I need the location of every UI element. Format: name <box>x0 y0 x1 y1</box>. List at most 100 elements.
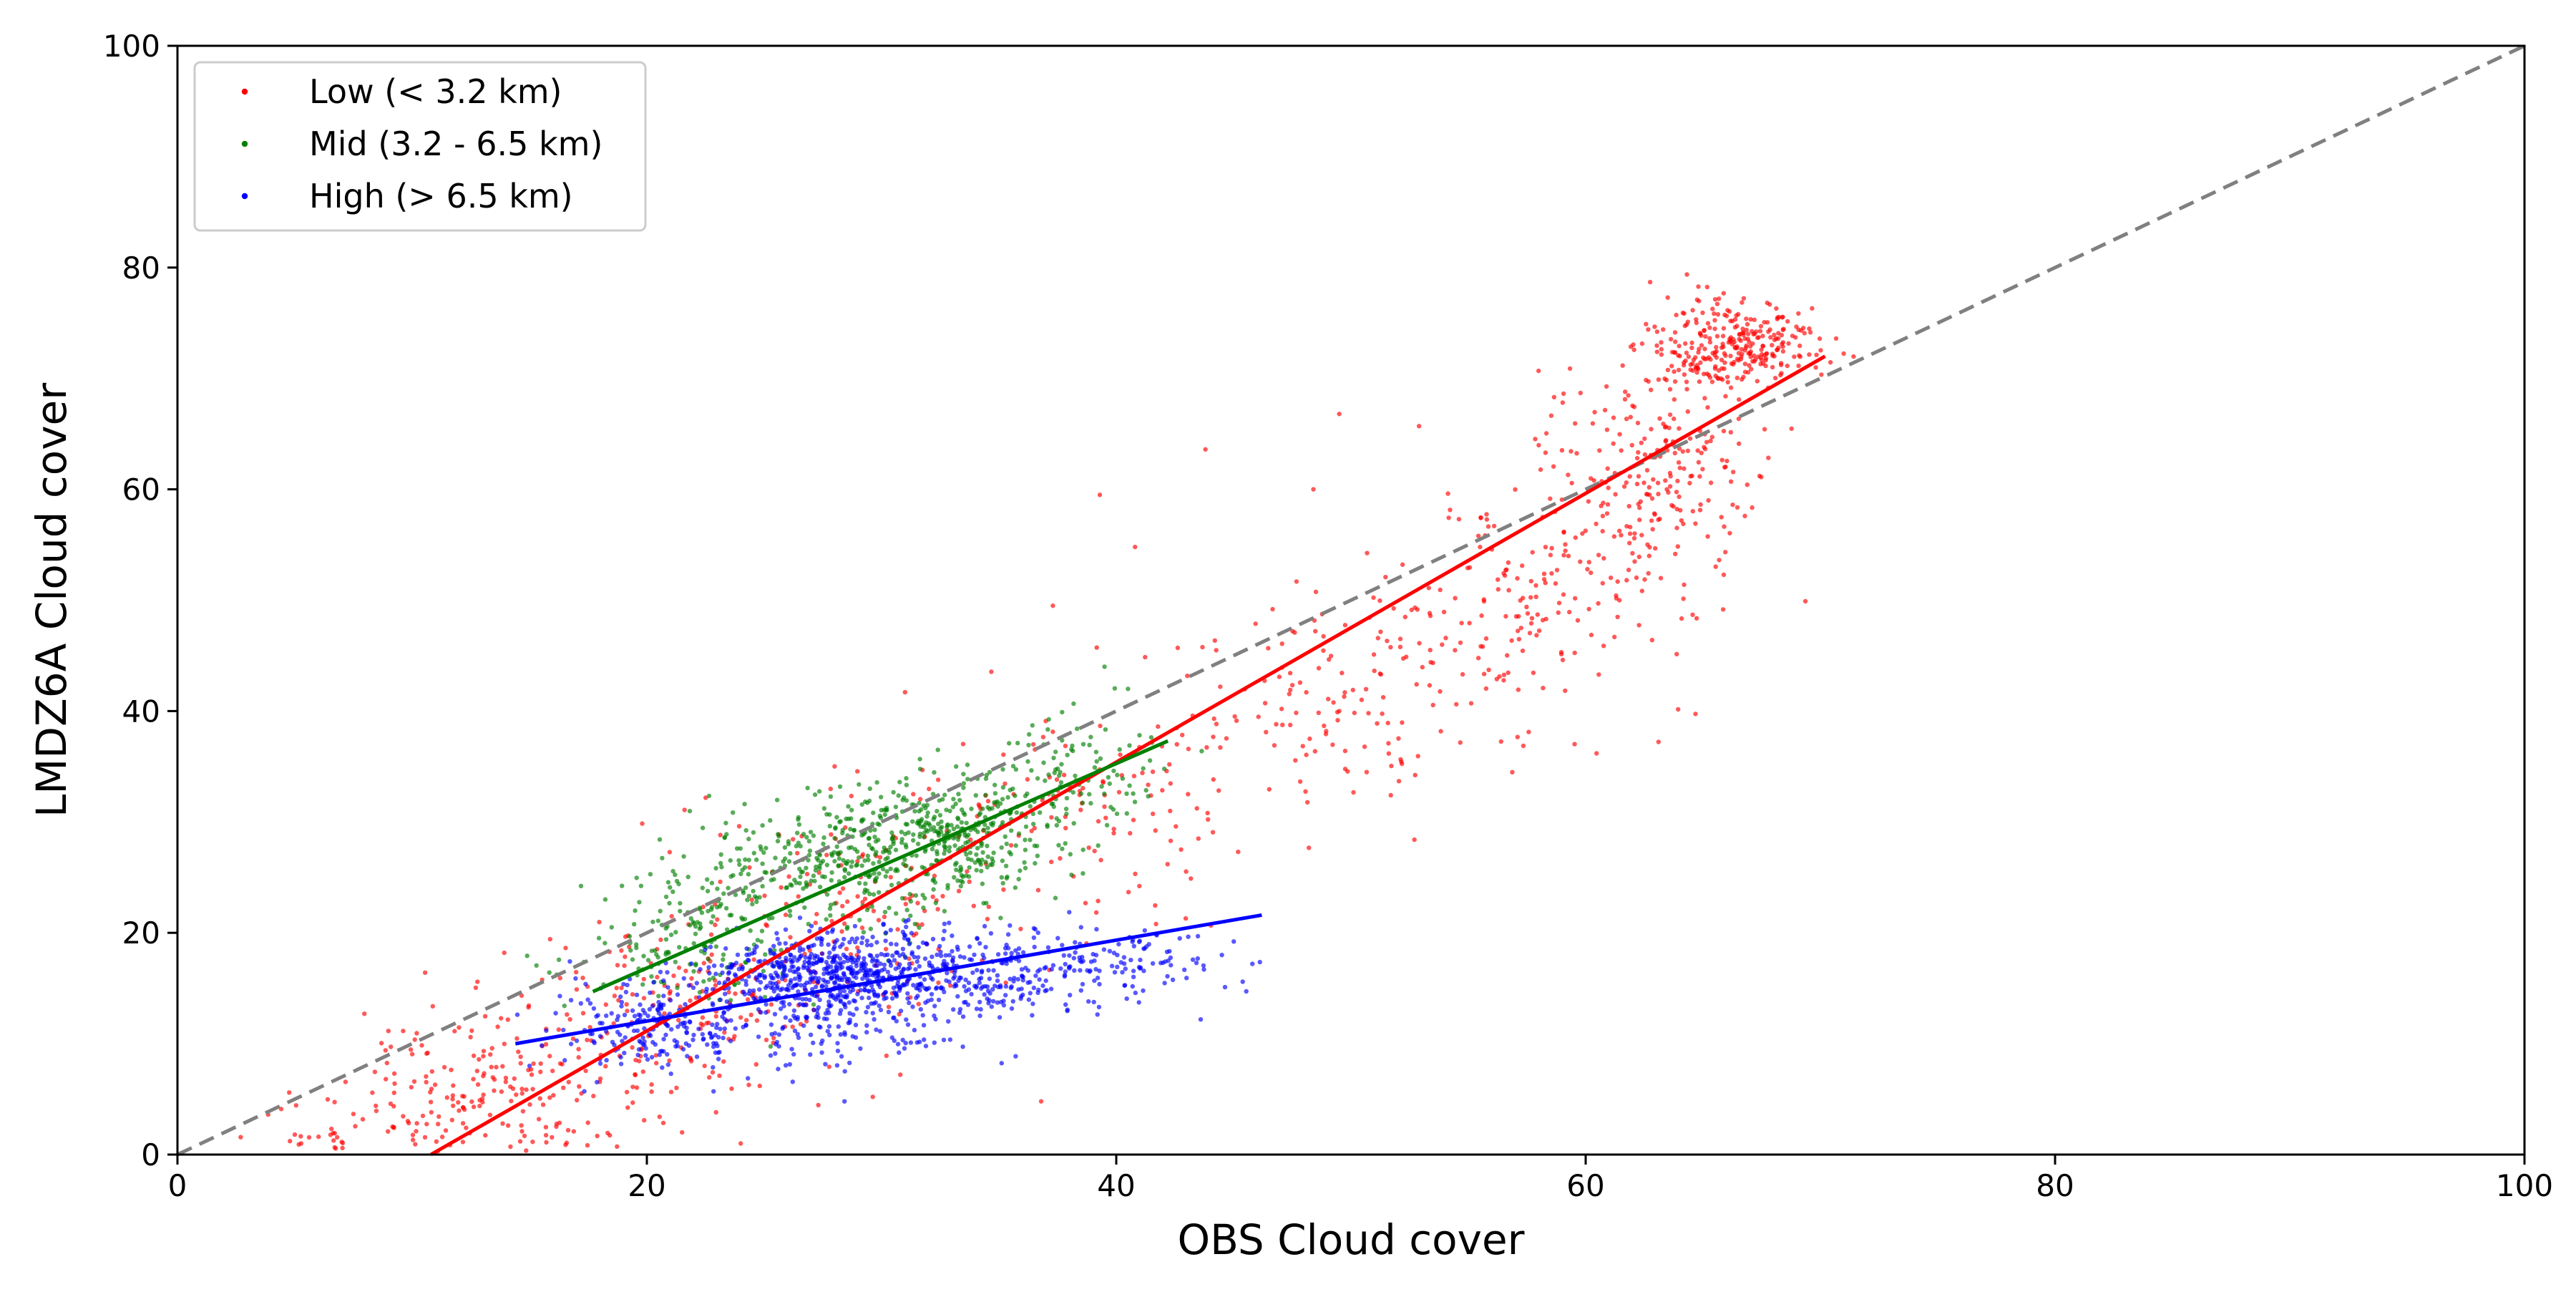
scatter-point <box>791 969 796 974</box>
scatter-point <box>316 1134 321 1140</box>
scatter-point <box>1057 773 1062 778</box>
scatter-point <box>1652 512 1657 517</box>
scatter-point <box>933 1016 938 1022</box>
scatter-point <box>495 1024 500 1029</box>
scatter-point <box>982 822 987 827</box>
scatter-point <box>710 1034 715 1039</box>
scatter-point <box>1031 822 1036 827</box>
scatter-point <box>706 908 711 914</box>
scatter-point <box>907 966 912 971</box>
scatter-point <box>1694 320 1699 326</box>
scatter-point <box>630 1084 635 1089</box>
scatter-point <box>892 990 897 995</box>
scatter-point <box>340 1145 345 1151</box>
scatter-point <box>787 968 793 973</box>
scatter-point <box>1127 783 1132 788</box>
scatter-point <box>873 1000 878 1005</box>
x-tick-label: 0 <box>168 1168 187 1203</box>
scatter-point <box>791 837 796 842</box>
scatter-point <box>1728 385 1734 390</box>
scatter-point <box>802 905 807 910</box>
scatter-point <box>632 922 637 927</box>
scatter-point <box>1665 367 1671 373</box>
scatter-point <box>1101 947 1107 952</box>
scatter-point <box>910 819 915 824</box>
scatter-point <box>809 878 814 883</box>
scatter-point <box>649 974 654 979</box>
scatter-point <box>1112 686 1118 691</box>
scatter-point <box>1779 333 1785 338</box>
scatter-point <box>567 959 572 964</box>
scatter-point <box>449 1067 454 1072</box>
scatter-point <box>1675 544 1680 549</box>
scatter-point <box>1604 384 1609 389</box>
scatter-point <box>973 793 979 798</box>
scatter-point <box>910 1004 915 1009</box>
scatter-point <box>974 983 979 989</box>
scatter-point <box>688 916 693 921</box>
scatter-point <box>625 982 630 988</box>
scatter-point <box>473 985 479 991</box>
scatter-point <box>1413 772 1418 778</box>
scatter-point <box>1664 437 1669 443</box>
scatter-point <box>837 890 842 895</box>
scatter-point <box>1161 960 1166 966</box>
scatter-point <box>296 1142 301 1147</box>
scatter-point <box>1174 824 1179 829</box>
scatter-point <box>1656 739 1661 744</box>
scatter-point <box>1553 581 1558 586</box>
scatter-point <box>1802 598 1808 604</box>
scatter-point <box>723 905 729 911</box>
scatter-point <box>779 1000 784 1005</box>
scatter-point <box>1626 393 1631 398</box>
scatter-point <box>872 835 877 840</box>
scatter-point <box>1688 367 1693 372</box>
scatter-point <box>351 1112 356 1117</box>
scatter-point <box>1475 656 1481 661</box>
scatter-point <box>899 840 904 845</box>
scatter-point <box>871 908 877 913</box>
scatter-point <box>1513 487 1518 492</box>
scatter-point <box>1430 702 1435 708</box>
scatter-point <box>1070 790 1076 795</box>
scatter-point <box>1739 346 1744 352</box>
scatter-point <box>1267 787 1272 792</box>
scatter-point <box>1013 1054 1018 1059</box>
scatter-point <box>1506 670 1511 675</box>
scatter-point <box>627 933 633 939</box>
scatter-point <box>1776 336 1781 341</box>
scatter-point <box>809 977 815 982</box>
scatter-point <box>702 1063 707 1069</box>
scatter-point <box>1098 858 1103 863</box>
scatter-point <box>633 1072 638 1077</box>
scatter-point <box>1680 449 1685 454</box>
scatter-point <box>1701 355 1706 360</box>
scatter-point <box>907 956 912 961</box>
scatter-point <box>414 1121 419 1126</box>
scatter-point <box>975 845 980 851</box>
scatter-point <box>758 844 763 849</box>
scatter-point <box>1674 490 1679 495</box>
scatter-point <box>1518 626 1523 631</box>
scatter-point <box>698 907 703 912</box>
scatter-point <box>942 843 947 849</box>
scatter-point <box>806 853 812 858</box>
scatter-point <box>1035 853 1040 858</box>
scatter-point <box>1031 985 1037 991</box>
scatter-point <box>1117 747 1122 752</box>
scatter-point <box>1337 412 1342 417</box>
scatter-point <box>1617 432 1622 437</box>
scatter-point <box>842 875 847 880</box>
scatter-point <box>960 1044 965 1049</box>
scatter-point <box>808 1052 813 1057</box>
scatter-point <box>783 1063 789 1068</box>
scatter-point <box>1033 973 1038 978</box>
scatter-point <box>1044 988 1049 993</box>
scatter-point <box>1277 674 1282 679</box>
scatter-point <box>917 1039 922 1044</box>
scatter-point <box>1402 614 1408 620</box>
scatter-point <box>583 981 588 987</box>
scatter-point <box>1397 644 1403 649</box>
scatter-point <box>1744 327 1749 333</box>
scatter-point <box>911 983 916 988</box>
